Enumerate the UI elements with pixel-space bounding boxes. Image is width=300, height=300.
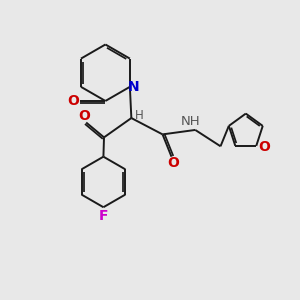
Text: O: O	[167, 156, 179, 170]
Text: H: H	[135, 109, 144, 122]
Text: O: O	[258, 140, 270, 154]
Text: O: O	[68, 94, 80, 108]
Text: F: F	[99, 208, 108, 223]
Text: N: N	[128, 80, 139, 94]
Text: NH: NH	[181, 115, 201, 128]
Text: O: O	[78, 109, 90, 123]
